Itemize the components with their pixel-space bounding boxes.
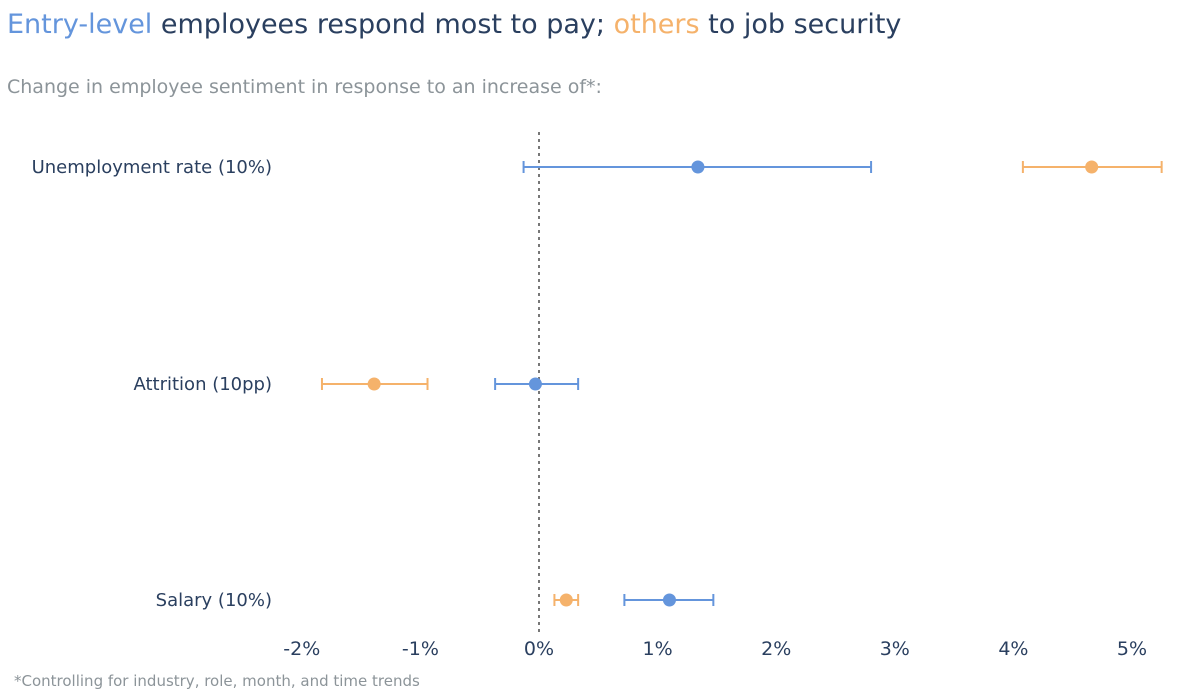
entry_level-point bbox=[528, 377, 542, 391]
entry_level-point bbox=[662, 593, 676, 607]
x-tick-label: 2% bbox=[761, 638, 791, 660]
title-end: to job security bbox=[699, 9, 902, 40]
category-label: Attrition (10pp) bbox=[133, 374, 272, 395]
chart-footnote: *Controlling for industry, role, month, … bbox=[14, 672, 420, 690]
title-others: others bbox=[613, 9, 700, 40]
entry_level-point bbox=[691, 160, 705, 174]
x-tick-label: 0% bbox=[524, 638, 554, 660]
title-entry-level: Entry-level bbox=[7, 9, 153, 40]
others-point bbox=[367, 377, 381, 391]
x-tick-label: 1% bbox=[643, 638, 673, 660]
category-label: Unemployment rate (10%) bbox=[32, 157, 272, 178]
x-tick-label: -1% bbox=[402, 638, 439, 660]
title-middle: employees respond most to pay; bbox=[152, 9, 614, 40]
category-label: Salary (10%) bbox=[156, 590, 272, 611]
chart-title: Entry-level employees respond most to pa… bbox=[7, 6, 901, 44]
chart-subtitle: Change in employee sentiment in response… bbox=[7, 76, 602, 98]
others-point bbox=[1085, 160, 1099, 174]
x-tick-label: 4% bbox=[998, 638, 1028, 660]
x-tick-label: -2% bbox=[283, 638, 320, 660]
x-tick-label: 5% bbox=[1117, 638, 1147, 660]
x-tick-label: 3% bbox=[880, 638, 910, 660]
others-point bbox=[559, 593, 573, 607]
